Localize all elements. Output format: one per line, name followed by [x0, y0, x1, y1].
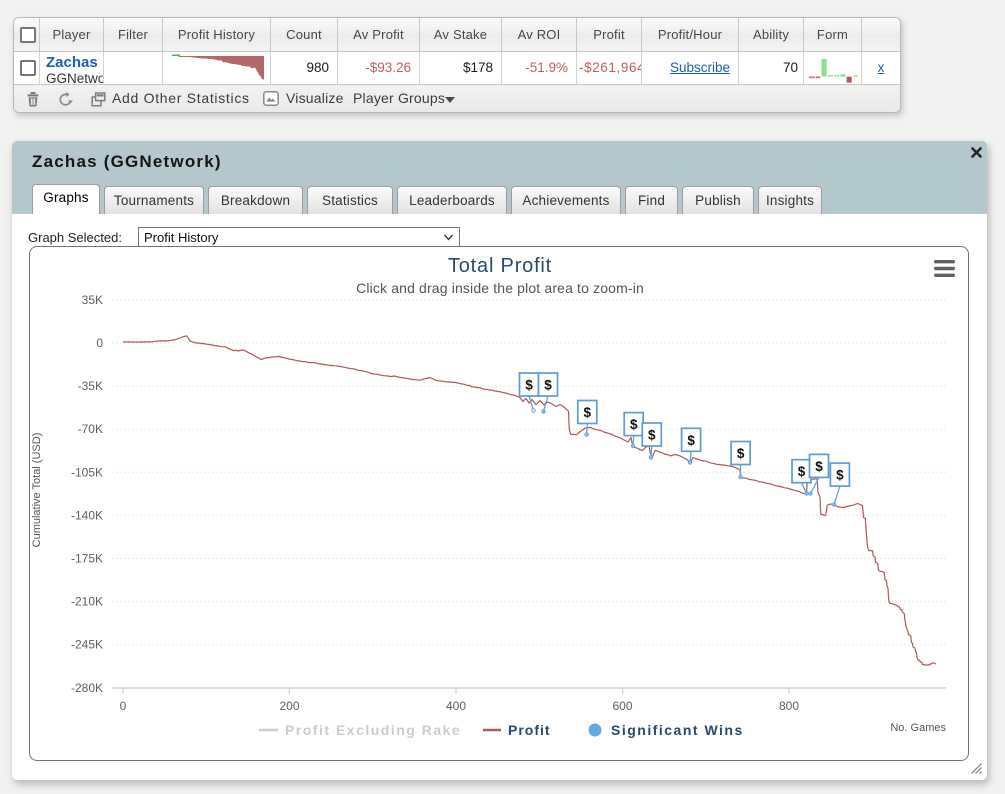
svg-text:-210K: -210K: [71, 595, 103, 609]
svg-text:Cumulative Total (USD): Cumulative Total (USD): [31, 433, 43, 548]
svg-text:0: 0: [120, 699, 127, 713]
svg-text:Significant Wins: Significant Wins: [611, 722, 744, 738]
svg-text:No. Games: No. Games: [890, 722, 946, 734]
svg-text:0: 0: [96, 336, 103, 350]
svg-text:-105K: -105K: [71, 465, 103, 479]
svg-text:200: 200: [279, 699, 299, 713]
svg-text:$: $: [630, 417, 638, 432]
svg-text:Profit Excluding Rake: Profit Excluding Rake: [285, 722, 461, 738]
svg-text:-175K: -175K: [71, 552, 103, 566]
svg-text:$: $: [737, 446, 745, 461]
svg-text:Total Profit: Total Profit: [448, 255, 552, 277]
svg-text:-245K: -245K: [71, 638, 103, 652]
svg-text:$: $: [836, 468, 844, 483]
svg-text:Profit: Profit: [508, 722, 551, 738]
svg-text:$: $: [798, 464, 806, 479]
svg-text:-280K: -280K: [71, 681, 103, 695]
svg-text:35K: 35K: [82, 293, 103, 307]
svg-text:$: $: [648, 428, 656, 443]
svg-text:$: $: [525, 378, 533, 393]
svg-text:800: 800: [779, 699, 799, 713]
svg-text:-140K: -140K: [71, 508, 103, 522]
svg-text:-35K: -35K: [78, 379, 103, 393]
svg-text:$: $: [544, 378, 552, 393]
svg-text:400: 400: [446, 699, 466, 713]
svg-text:-70K: -70K: [78, 422, 103, 436]
svg-text:$: $: [687, 433, 695, 448]
svg-text:600: 600: [612, 699, 632, 713]
svg-text:$: $: [584, 405, 592, 420]
svg-text:$: $: [815, 459, 823, 474]
svg-text:Click and drag inside the plot: Click and drag inside the plot area to z…: [356, 280, 644, 296]
